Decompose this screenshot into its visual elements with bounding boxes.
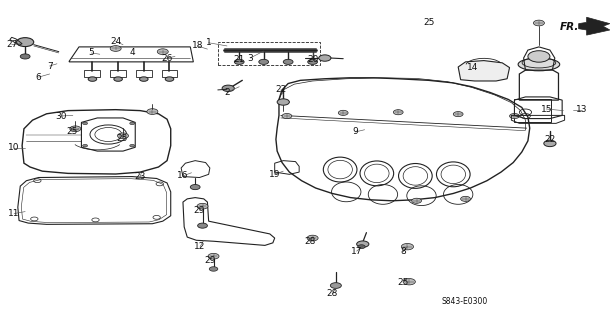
Circle shape — [528, 51, 550, 62]
Polygon shape — [579, 17, 610, 35]
Circle shape — [394, 110, 403, 115]
Text: 30: 30 — [55, 112, 66, 121]
Text: 27: 27 — [6, 40, 17, 49]
Circle shape — [283, 59, 293, 64]
Circle shape — [358, 245, 365, 249]
Text: 28: 28 — [327, 289, 338, 298]
Text: 13: 13 — [576, 105, 587, 114]
Text: 24: 24 — [110, 37, 121, 46]
Text: 3: 3 — [248, 53, 253, 62]
Circle shape — [330, 283, 341, 288]
Circle shape — [166, 77, 173, 81]
Bar — [136, 70, 152, 76]
Circle shape — [282, 114, 292, 119]
Circle shape — [338, 110, 348, 116]
Text: 4: 4 — [129, 48, 135, 57]
Text: 25: 25 — [116, 134, 128, 143]
Text: 22: 22 — [544, 135, 555, 144]
Circle shape — [308, 59, 318, 64]
Circle shape — [412, 198, 422, 203]
Circle shape — [460, 196, 470, 201]
Text: FR.: FR. — [559, 22, 579, 32]
Text: 11: 11 — [9, 209, 20, 218]
Text: 22: 22 — [275, 85, 286, 94]
Text: 5: 5 — [88, 48, 94, 58]
Text: 21: 21 — [234, 55, 245, 64]
Circle shape — [234, 59, 244, 64]
Text: 29: 29 — [204, 256, 216, 265]
Circle shape — [130, 122, 135, 124]
Text: 8: 8 — [400, 247, 406, 256]
Circle shape — [453, 112, 463, 117]
Text: 9: 9 — [352, 127, 359, 136]
Bar — [85, 70, 101, 76]
Text: 28: 28 — [304, 237, 315, 246]
Text: 6: 6 — [36, 73, 42, 82]
Circle shape — [147, 109, 158, 115]
Circle shape — [544, 140, 556, 147]
Circle shape — [509, 114, 519, 119]
Text: 12: 12 — [194, 242, 206, 251]
Text: 7: 7 — [47, 61, 53, 70]
Text: 25: 25 — [423, 19, 435, 28]
Text: 25: 25 — [397, 278, 409, 287]
Text: 17: 17 — [351, 247, 362, 256]
Circle shape — [83, 144, 88, 147]
Circle shape — [158, 49, 169, 54]
Circle shape — [259, 59, 268, 64]
Text: 2: 2 — [224, 88, 230, 97]
Circle shape — [70, 126, 81, 132]
Circle shape — [17, 38, 34, 47]
Polygon shape — [458, 60, 509, 81]
Circle shape — [110, 46, 121, 51]
Bar — [110, 70, 126, 76]
Bar — [162, 70, 177, 76]
Text: 20: 20 — [307, 55, 318, 64]
Text: 26: 26 — [161, 53, 173, 62]
Circle shape — [197, 203, 208, 209]
Circle shape — [403, 278, 416, 285]
Circle shape — [20, 54, 30, 59]
Text: 23: 23 — [134, 172, 146, 181]
Circle shape — [83, 122, 88, 124]
Circle shape — [319, 55, 331, 61]
Circle shape — [197, 223, 207, 228]
Circle shape — [533, 20, 544, 26]
Circle shape — [130, 144, 135, 147]
Circle shape — [277, 99, 289, 105]
Circle shape — [114, 77, 123, 81]
Circle shape — [88, 77, 97, 81]
Text: 29: 29 — [194, 206, 205, 215]
Circle shape — [190, 185, 200, 190]
Circle shape — [208, 253, 219, 259]
Text: 19: 19 — [269, 170, 280, 179]
Text: 25: 25 — [66, 127, 77, 136]
Text: 1: 1 — [206, 38, 211, 47]
Circle shape — [307, 235, 318, 241]
Text: 10: 10 — [9, 143, 20, 152]
Circle shape — [118, 133, 129, 139]
Circle shape — [209, 267, 218, 271]
Circle shape — [140, 77, 148, 81]
Circle shape — [402, 244, 414, 250]
Text: 14: 14 — [467, 63, 479, 72]
Circle shape — [222, 85, 234, 92]
Text: 18: 18 — [192, 41, 204, 51]
Circle shape — [357, 241, 369, 247]
Text: 15: 15 — [541, 105, 552, 114]
Text: 16: 16 — [177, 172, 189, 180]
Bar — [514, 99, 551, 122]
Text: S843-E0300: S843-E0300 — [441, 297, 487, 306]
Ellipse shape — [518, 58, 560, 71]
